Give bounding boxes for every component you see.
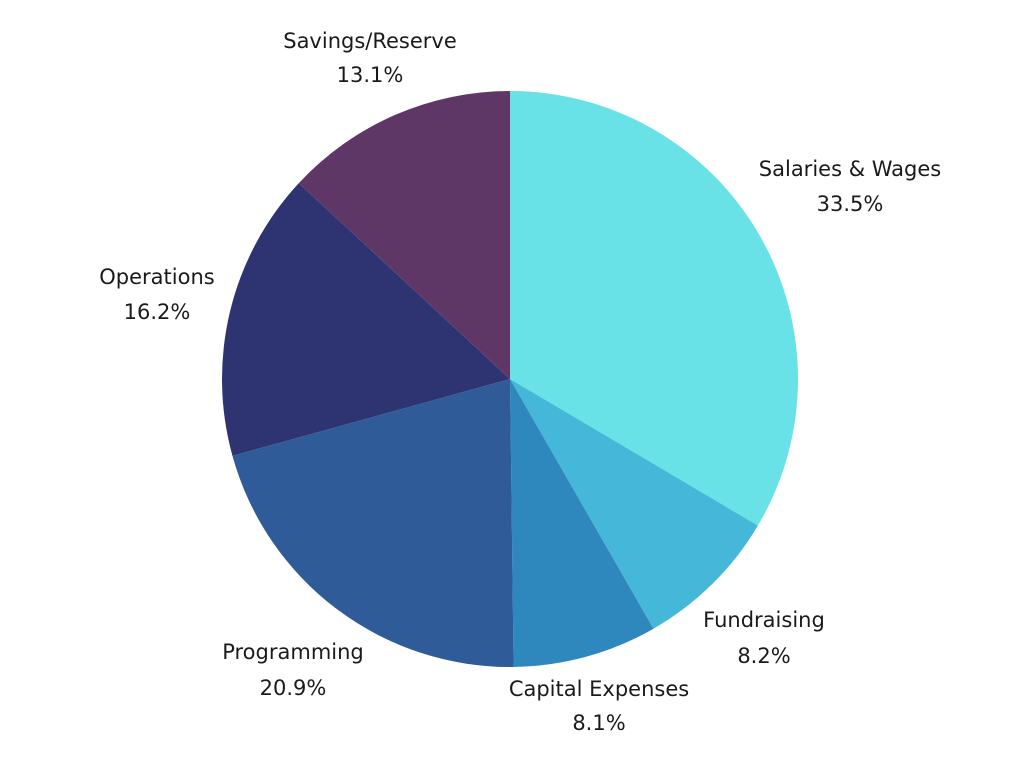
pie-slice-capital-expenses	[510, 379, 654, 667]
slice-value-programming: 20.9%	[260, 676, 327, 700]
pie-slice-savings-reserve	[298, 91, 510, 379]
slice-value-savings-reserve: 13.1%	[337, 63, 404, 87]
slice-label-fundraising: Fundraising	[703, 608, 825, 632]
slice-value-salaries-and-wages: 33.5%	[817, 192, 884, 216]
pie-slice-salaries-and-wages	[510, 91, 798, 526]
pie-slices	[222, 91, 798, 668]
pie-slice-fundraising	[510, 379, 758, 629]
slice-label-savings-reserve: Savings/Reserve	[283, 29, 457, 53]
pie-slice-operations	[222, 183, 510, 456]
slice-label-salaries-and-wages: Salaries & Wages	[759, 157, 941, 181]
slice-value-capital-expenses: 8.1%	[572, 711, 625, 735]
pie-slice-programming	[232, 379, 514, 668]
pie-labels: Salaries & Wages 33.5% Fundraising 8.2% Capi…	[99, 29, 941, 735]
slice-value-operations: 16.2%	[124, 300, 191, 324]
slice-label-programming: Programming	[222, 640, 364, 664]
slice-label-capital-expenses: Capital Expenses	[509, 677, 689, 701]
slice-value-fundraising: 8.2%	[737, 644, 790, 668]
slice-label-operations: Operations	[99, 265, 214, 289]
